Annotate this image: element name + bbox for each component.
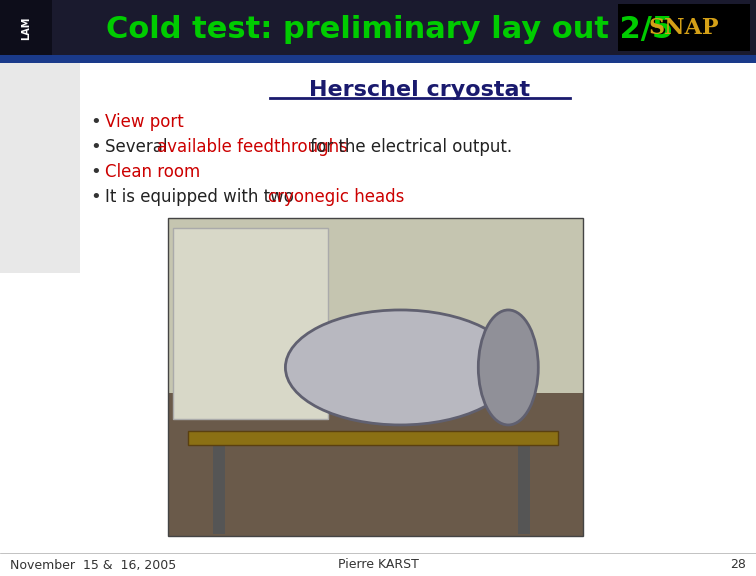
Text: 28: 28: [730, 559, 746, 571]
Text: November  15 &  16, 2005: November 15 & 16, 2005: [10, 559, 176, 571]
Text: Several: Several: [105, 138, 173, 156]
Text: Herschel cryostat: Herschel cryostat: [309, 80, 531, 100]
Text: It is equipped with two: It is equipped with two: [105, 188, 299, 206]
Text: cryonegic heads: cryonegic heads: [268, 188, 404, 206]
Text: Clean room: Clean room: [105, 163, 200, 181]
FancyBboxPatch shape: [0, 63, 80, 273]
Ellipse shape: [286, 310, 516, 425]
FancyBboxPatch shape: [618, 4, 750, 51]
Text: •: •: [90, 113, 101, 131]
FancyBboxPatch shape: [188, 431, 558, 445]
Text: LAM: LAM: [21, 16, 31, 40]
FancyBboxPatch shape: [168, 393, 583, 536]
FancyBboxPatch shape: [0, 0, 756, 55]
Text: •: •: [90, 188, 101, 206]
Ellipse shape: [479, 310, 538, 425]
FancyBboxPatch shape: [0, 0, 52, 55]
Text: for the electrical output.: for the electrical output.: [305, 138, 512, 156]
Text: •: •: [90, 138, 101, 156]
FancyBboxPatch shape: [518, 445, 530, 534]
Text: View port: View port: [105, 113, 184, 131]
FancyBboxPatch shape: [173, 228, 328, 419]
Text: •: •: [90, 163, 101, 181]
FancyBboxPatch shape: [213, 445, 225, 534]
Text: Cold test: preliminary lay out 2/5: Cold test: preliminary lay out 2/5: [107, 16, 674, 44]
Text: Pierre KARST: Pierre KARST: [338, 559, 418, 571]
Text: SNAP: SNAP: [649, 17, 719, 39]
FancyBboxPatch shape: [168, 218, 583, 393]
Text: available feedthroughs: available feedthroughs: [157, 138, 348, 156]
FancyBboxPatch shape: [0, 55, 756, 63]
